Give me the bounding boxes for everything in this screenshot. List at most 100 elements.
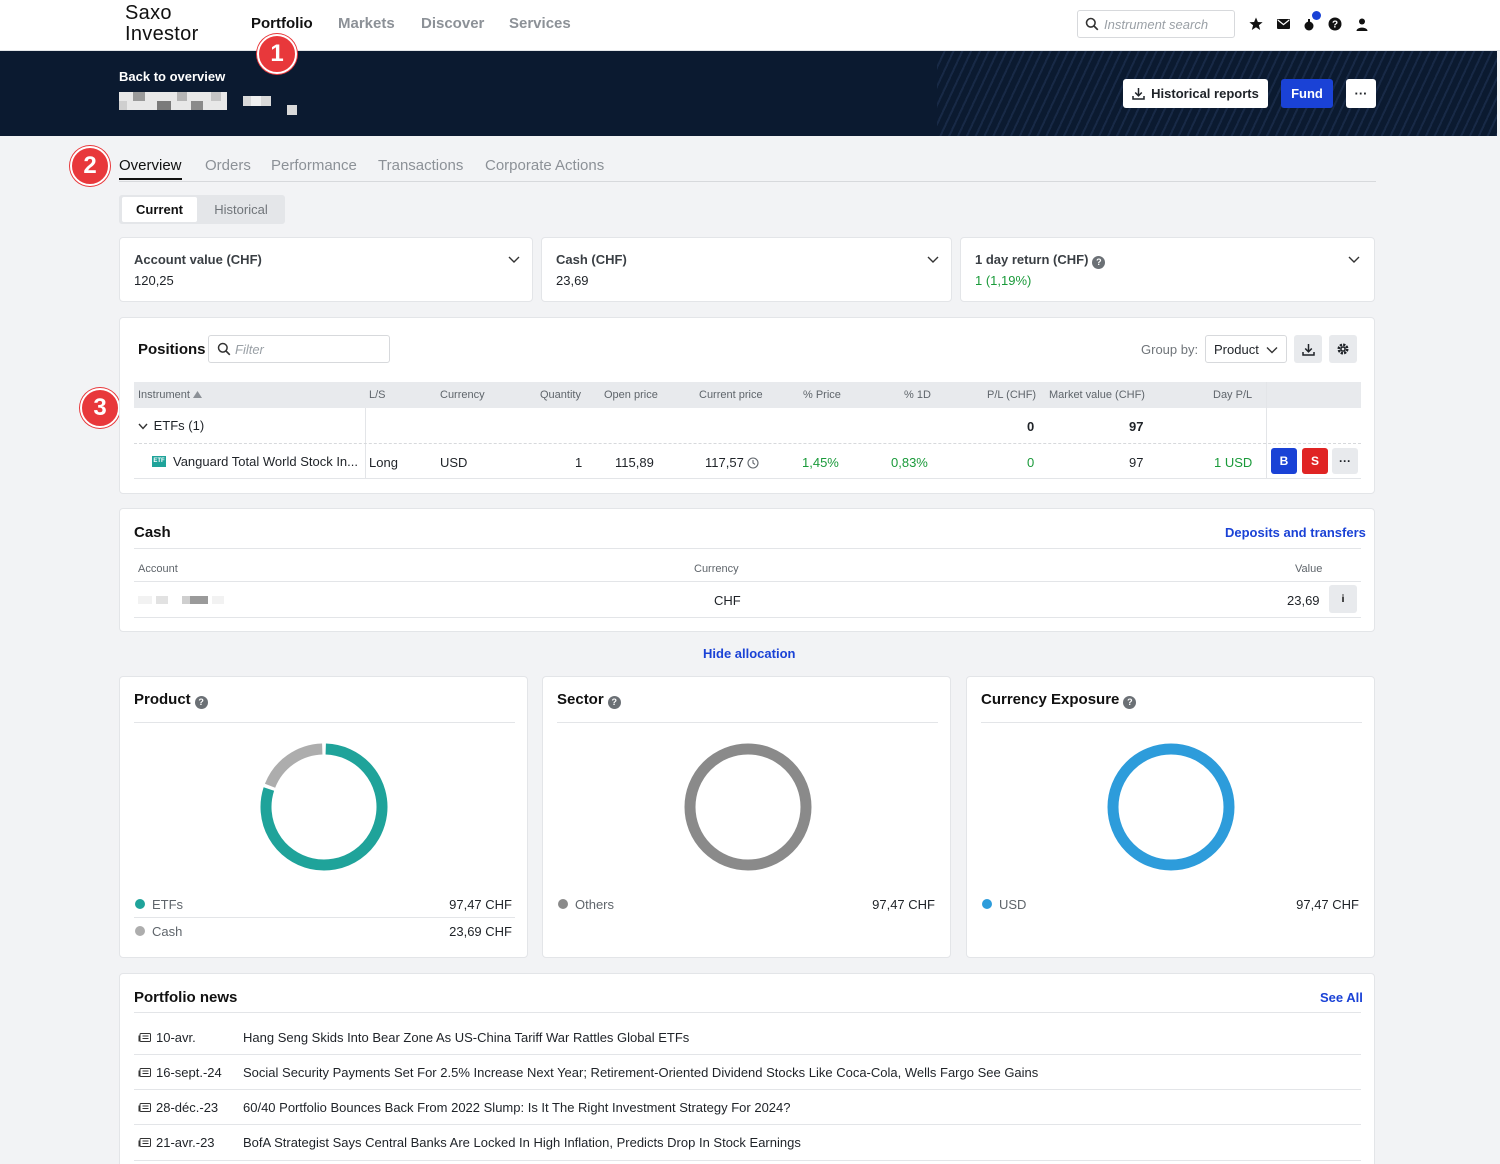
news-title[interactable]: Hang Seng Skids Into Bear Zone As US-Chi… [243, 1030, 690, 1045]
donut-slice-others[interactable] [684, 743, 812, 871]
mail-icon[interactable] [1275, 16, 1291, 32]
col-quantity[interactable]: Quantity [540, 389, 581, 401]
divider [134, 1124, 1361, 1125]
col-pct-1d[interactable]: % 1D [904, 389, 931, 401]
positions-filter-input[interactable] [235, 341, 385, 357]
annotation-badge-1: 1 [257, 34, 297, 74]
col-cash-currency: Currency [694, 563, 739, 575]
instrument-name[interactable]: Vanguard Total World Stock In... [173, 454, 358, 469]
redacted-account-id [243, 96, 271, 106]
help-icon[interactable]: ? [194, 695, 208, 709]
user-icon[interactable] [1354, 16, 1370, 32]
news-title[interactable]: Social Security Payments Set For 2.5% In… [243, 1065, 1039, 1080]
svg-text:?: ? [1332, 20, 1338, 31]
nav-portfolio[interactable]: Portfolio [251, 15, 313, 32]
hide-allocation-link[interactable]: Hide allocation [703, 646, 796, 661]
current-price: 117,57 [705, 455, 759, 470]
legend-name-others: Others [575, 897, 615, 912]
position-more-button[interactable]: ··· [1332, 448, 1358, 474]
account-header: Back to overview Historical reports Fund… [0, 51, 1497, 136]
historical-reports-button[interactable]: Historical reports [1123, 79, 1268, 108]
etfs-group-toggle[interactable]: ETFs (1) [138, 418, 204, 433]
news-icon [138, 1068, 151, 1077]
tab-transactions[interactable]: Transactions [378, 157, 464, 174]
row-divider [134, 478, 1361, 479]
legend-value-cash: 23,69 CHF [449, 924, 512, 939]
export-positions-button[interactable] [1294, 335, 1322, 363]
nav-services[interactable]: Services [509, 15, 571, 32]
saxo-investor-logo[interactable]: Saxo Investor [125, 2, 199, 45]
divider [134, 1054, 1361, 1055]
cash-value: 23,69 [1287, 593, 1320, 608]
col-ls[interactable]: L/S [369, 389, 386, 401]
tab-overview[interactable]: Overview [119, 157, 182, 180]
donut-slice-etfs[interactable] [260, 743, 388, 871]
col-market-value[interactable]: Market value (CHF) [1049, 389, 1145, 401]
group-by-select[interactable]: Product [1205, 335, 1287, 363]
account-tabs: Overview Orders Performance Transactions… [119, 155, 1376, 182]
donut-slice-usd[interactable] [1107, 743, 1235, 871]
cash-card[interactable]: Cash (CHF) 23,69 [541, 237, 952, 302]
news-date: 28-déc.-23 [156, 1100, 219, 1115]
account-value-card[interactable]: Account value (CHF) 120,25 [119, 237, 533, 302]
col-pl[interactable]: P/L (CHF) [987, 389, 1037, 401]
legend-name-cash: Cash [152, 924, 183, 939]
table-settings-button[interactable] [1329, 335, 1357, 363]
nav-discover[interactable]: Discover [421, 15, 485, 32]
group-by-label: Group by: [1141, 342, 1199, 357]
chevron-down-icon[interactable] [1347, 254, 1361, 264]
back-to-overview-link[interactable]: Back to overview [119, 69, 226, 84]
legend-name-etfs: ETFs [152, 897, 184, 912]
col-day-pl[interactable]: Day P/L [1213, 389, 1253, 401]
tab-corporate-actions[interactable]: Corporate Actions [485, 157, 605, 174]
more-options-button[interactable]: ··· [1346, 79, 1376, 108]
nav-markets[interactable]: Markets [338, 15, 395, 32]
deposits-transfers-link[interactable]: Deposits and transfers [1225, 525, 1366, 540]
day-return-card[interactable]: 1 day return (CHF)? 1 (1,19%) [960, 237, 1375, 302]
toggle-historical[interactable]: Historical [214, 202, 268, 217]
star-icon[interactable] [1248, 16, 1264, 32]
sell-button[interactable]: S [1302, 448, 1328, 474]
news-title[interactable]: BofA Strategist Says Central Banks Are L… [243, 1135, 801, 1150]
toggle-current[interactable]: Current [122, 197, 197, 222]
col-current-price[interactable]: Current price [699, 389, 763, 401]
chevron-down-icon[interactable] [926, 254, 940, 264]
position-pl: 0 [1027, 455, 1035, 470]
positions-panel: Positions Group by: Product Instrument L… [119, 317, 1375, 494]
product-donut-chart [260, 743, 388, 871]
chevron-down-icon[interactable] [507, 254, 521, 264]
notifications-icon[interactable] [1301, 16, 1317, 32]
positions-filter[interactable] [208, 335, 390, 363]
search-icon [1085, 17, 1099, 31]
instrument-search[interactable] [1077, 10, 1235, 38]
positions-title: Positions [138, 341, 206, 358]
instrument-search-input[interactable] [1104, 15, 1230, 33]
help-icon[interactable]: ? [1327, 16, 1343, 32]
col-instrument[interactable]: Instrument [138, 389, 203, 401]
news-title[interactable]: 60/40 Portfolio Bounces Back From 2022 S… [243, 1100, 791, 1115]
help-icon[interactable]: ? [1092, 255, 1106, 269]
cash-title: Cash [134, 524, 171, 541]
fund-button[interactable]: Fund [1281, 79, 1333, 108]
see-all-news-link[interactable]: See All [1320, 990, 1363, 1005]
sector-allocation-card: Sector? Others 97,47 CHF [542, 676, 951, 958]
tab-performance[interactable]: Performance [271, 157, 357, 174]
help-icon[interactable]: ? [1123, 695, 1137, 709]
cash-info-button[interactable]: i [1329, 585, 1357, 613]
col-currency[interactable]: Currency [440, 389, 485, 401]
buy-button[interactable]: B [1271, 448, 1297, 474]
legend-value-etfs: 97,47 CHF [449, 897, 512, 912]
tab-orders[interactable]: Orders [205, 157, 251, 174]
col-pct-price[interactable]: % Price [803, 389, 841, 401]
donut-slice-cash[interactable] [264, 743, 323, 788]
pct-1d: 0,83% [891, 455, 928, 470]
long-short: Long [369, 455, 398, 470]
chevron-down-icon [1266, 347, 1278, 354]
annotation-badge-3: 3 [80, 388, 120, 428]
help-icon[interactable]: ? [607, 695, 621, 709]
currency-exposure-card: Currency Exposure? USD 97,47 CHF [966, 676, 1375, 958]
divider [134, 917, 515, 918]
divider [134, 1160, 1361, 1161]
position-quantity: 1 [575, 455, 583, 470]
col-open-price[interactable]: Open price [604, 389, 658, 401]
